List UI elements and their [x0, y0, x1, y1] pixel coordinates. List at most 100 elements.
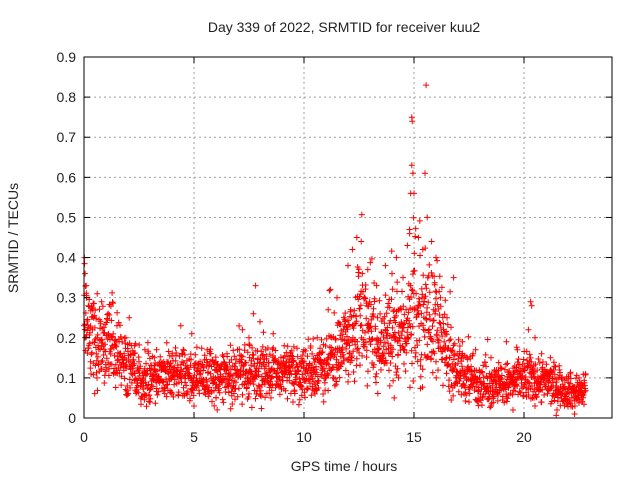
data-point	[341, 355, 347, 361]
y-tick-label: 0.5	[57, 209, 77, 225]
data-point	[147, 399, 153, 405]
data-point	[180, 368, 186, 375]
data-point	[121, 375, 128, 382]
data-point	[517, 389, 524, 396]
data-point	[354, 346, 360, 353]
data-point	[304, 370, 311, 377]
data-point	[128, 351, 134, 358]
data-point	[448, 348, 455, 355]
data-point	[227, 405, 234, 412]
data-point	[506, 368, 513, 374]
data-point	[515, 356, 522, 363]
data-point	[451, 365, 458, 372]
data-point	[351, 307, 358, 314]
data-point	[456, 343, 463, 349]
data-point	[98, 298, 105, 305]
data-point	[521, 367, 527, 374]
data-point	[525, 326, 532, 333]
data-point	[501, 366, 508, 373]
data-point	[382, 262, 389, 269]
data-point	[301, 346, 307, 353]
data-point	[437, 303, 444, 310]
data-point	[513, 344, 520, 351]
data-point	[214, 406, 221, 413]
data-point	[99, 303, 106, 310]
data-point	[118, 382, 125, 389]
data-point	[342, 310, 349, 317]
data-point	[281, 342, 288, 349]
data-point	[326, 287, 333, 294]
data-point	[411, 190, 417, 197]
data-point	[357, 362, 363, 369]
data-point	[361, 343, 368, 350]
data-point	[430, 317, 437, 324]
data-point	[133, 386, 140, 393]
data-point	[438, 284, 445, 291]
data-point	[443, 328, 450, 335]
data-point	[87, 323, 94, 330]
data-point	[553, 412, 560, 419]
data-point	[526, 351, 533, 358]
data-point	[99, 336, 105, 343]
data-point	[367, 259, 374, 266]
data-point	[193, 384, 200, 391]
data-point	[376, 345, 383, 352]
data-point	[173, 350, 180, 356]
data-point	[536, 359, 543, 366]
data-point	[447, 336, 454, 343]
data-point	[413, 290, 420, 297]
data-point	[193, 344, 200, 351]
data-point	[227, 366, 234, 373]
data-point	[149, 383, 156, 390]
data-point	[404, 329, 411, 336]
data-point	[439, 356, 446, 363]
data-point	[244, 349, 251, 356]
data-point	[157, 353, 164, 360]
data-point	[373, 370, 380, 377]
data-point	[94, 290, 101, 297]
data-point	[263, 355, 270, 362]
data-point	[319, 349, 326, 355]
x-axis-title: GPS time / hours	[291, 458, 398, 474]
data-point	[355, 296, 362, 303]
data-point	[416, 337, 423, 344]
data-point	[459, 338, 466, 345]
data-point	[498, 372, 505, 379]
data-point	[325, 372, 332, 379]
data-point	[382, 357, 389, 364]
data-point	[428, 238, 435, 245]
data-point	[425, 353, 431, 360]
data-point	[418, 285, 425, 292]
data-point	[514, 346, 521, 353]
data-point	[400, 274, 406, 281]
data-point	[295, 401, 302, 408]
data-point	[141, 368, 147, 375]
data-point	[449, 347, 456, 354]
data-point	[136, 358, 142, 365]
data-point	[424, 341, 431, 348]
data-point	[140, 386, 147, 393]
data-point	[127, 352, 134, 359]
data-point	[286, 356, 293, 363]
data-point	[556, 362, 563, 369]
data-point	[551, 397, 558, 404]
data-point	[143, 403, 150, 410]
data-point	[532, 361, 539, 368]
y-tick-label: 0.8	[57, 89, 77, 105]
data-point	[112, 361, 119, 368]
data-point	[378, 366, 384, 373]
data-point	[126, 376, 133, 383]
data-point	[447, 288, 454, 295]
data-point	[112, 342, 119, 349]
data-point	[436, 319, 443, 326]
y-tick-label: 0	[68, 410, 76, 426]
data-point	[153, 346, 160, 353]
data-point	[423, 316, 430, 323]
y-tick-label: 0.7	[57, 129, 77, 145]
data-point	[503, 361, 509, 368]
data-point	[187, 362, 194, 369]
data-point	[355, 345, 361, 352]
data-point	[403, 340, 410, 347]
data-point	[367, 341, 374, 348]
data-point	[409, 118, 416, 125]
